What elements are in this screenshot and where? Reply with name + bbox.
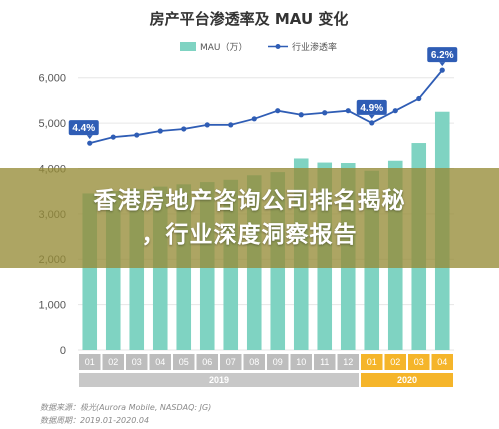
chart-title: 房产平台渗透率及 MAU 变化 (150, 10, 349, 28)
line-point (110, 134, 116, 140)
legend-bar-label: MAU（万） (200, 42, 248, 53)
legend: MAU（万） 行业渗透率 (180, 41, 337, 53)
callout-pointer (86, 135, 93, 140)
month-label: 02 (390, 357, 400, 367)
month-label: 01 (85, 357, 95, 367)
month-tile (149, 354, 171, 370)
month-tile (267, 354, 289, 370)
month-tile (173, 354, 195, 370)
headline-overlay: 香港房地产咨询公司排名揭秘 ，行业深度洞察报告 (0, 168, 499, 268)
year-label: 2019 (209, 375, 229, 385)
legend-line-marker (275, 44, 281, 49)
month-label: 12 (343, 357, 353, 367)
callout: 6.2% (427, 47, 458, 67)
month-tile (337, 354, 359, 370)
callout-pointer (368, 114, 375, 119)
month-tile (102, 354, 124, 370)
line-point (228, 122, 234, 128)
month-label: 04 (437, 357, 447, 367)
line-point (416, 95, 422, 102)
month-label: 09 (273, 357, 283, 367)
callout-label: 6.2% (431, 50, 454, 61)
month-tile (220, 354, 242, 370)
callout-box (427, 47, 458, 63)
month-tile (196, 354, 218, 370)
month-label: 01 (367, 357, 377, 367)
month-label: 03 (132, 357, 142, 367)
month-label: 05 (179, 357, 189, 367)
month-label: 04 (155, 357, 165, 367)
month-tile (126, 354, 148, 370)
callout-box (68, 120, 99, 136)
line-point (181, 126, 187, 132)
month-label: 11 (320, 357, 329, 367)
callouts: 4.4% 4.9% 6.2% (68, 47, 458, 140)
line-point (298, 112, 304, 118)
year-band (79, 373, 359, 387)
y-tick-label: 5,000 (38, 118, 66, 130)
line-point (369, 120, 375, 126)
month-tile (290, 354, 312, 370)
callout-pointer (439, 62, 446, 67)
year-band (361, 373, 453, 387)
callout-label: 4.9% (360, 103, 383, 114)
line-point (392, 108, 398, 114)
line-point (439, 67, 445, 73)
line-point (275, 108, 281, 114)
headline-line-1: 香港房地产咨询公司排名揭秘 (93, 188, 406, 214)
x-axis: 01 02 03 04 05 06 07 08 09 10 11 12 2019 01 02 03 04 2020 (79, 354, 453, 387)
callout-box (356, 99, 387, 115)
month-label: 07 (226, 357, 236, 367)
month-tile (408, 354, 430, 370)
month-label: 10 (296, 357, 306, 367)
month-label: 08 (249, 357, 259, 367)
y-tick-label: 0 (60, 345, 66, 357)
line-point (157, 128, 163, 134)
line-series (87, 67, 445, 146)
legend-bar-swatch (180, 42, 196, 51)
month-tile (243, 354, 265, 370)
headline-line-2: ，行业深度洞察报告 (141, 222, 358, 248)
year-label: 2020 (397, 375, 417, 385)
callout-label: 4.4% (72, 123, 95, 134)
footer-period: 数据周期：2019.01-2020.04 (40, 416, 149, 425)
month-tile (384, 354, 406, 370)
line-point (134, 132, 140, 138)
month-tile (361, 354, 383, 370)
callout: 4.4% (68, 120, 99, 140)
line-point (345, 108, 351, 114)
month-tile (431, 354, 453, 370)
month-label: 06 (202, 357, 212, 367)
line-point (322, 110, 328, 116)
month-tile (79, 354, 101, 370)
callout: 4.9% (356, 99, 387, 119)
legend-line-label: 行业渗透率 (292, 41, 337, 53)
month-label: 03 (414, 357, 424, 367)
footer-source: 数据来源：极光(Aurora Mobile, NASDAQ: JG) (40, 403, 211, 412)
y-tick-label: 6,000 (38, 73, 66, 85)
line-point (251, 116, 257, 122)
line-point (87, 140, 93, 146)
month-label: 02 (108, 357, 118, 367)
month-tile (314, 354, 336, 370)
line-path (89, 69, 443, 145)
line-point (204, 122, 210, 128)
y-tick-label: 1,000 (38, 300, 66, 312)
